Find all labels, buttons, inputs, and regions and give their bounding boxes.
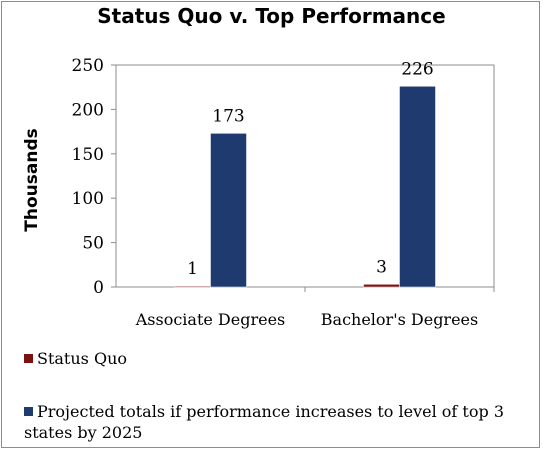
data-label-1-1: 226 [401, 59, 433, 79]
y-tick-label-0: 0 [93, 278, 104, 298]
bar-1-1 [399, 86, 436, 288]
category-label-0: Associate Degrees [135, 310, 286, 329]
legend-swatch-projected [24, 407, 33, 416]
plot-border [115, 64, 495, 288]
y-tick-label-3: 150 [72, 145, 104, 165]
legend-swatch-status-quo [24, 354, 33, 363]
legend-item-projected: Projected totals if performance increase… [24, 401, 524, 443]
legend-item-status-quo: Status Quo [24, 348, 524, 369]
data-label-0-0: 1 [187, 259, 198, 279]
y-tick-label-5: 250 [72, 56, 104, 76]
bar-0-0 [174, 285, 211, 288]
data-label-0-1: 3 [376, 257, 387, 277]
bar-1-0 [210, 133, 247, 288]
y-tick-label-1: 50 [82, 234, 104, 254]
data-label-1-0: 173 [212, 106, 244, 126]
legend-label-status-quo: Status Quo [37, 349, 128, 368]
legend-label-projected: Projected totals if performance increase… [24, 402, 504, 442]
y-tick-label-2: 100 [72, 189, 104, 209]
category-label-1: Bachelor's Degrees [321, 310, 478, 329]
bar-0-1 [363, 284, 400, 288]
y-tick-label-4: 200 [72, 100, 104, 120]
chart-title: Status Quo v. Top Performance [97, 4, 446, 28]
